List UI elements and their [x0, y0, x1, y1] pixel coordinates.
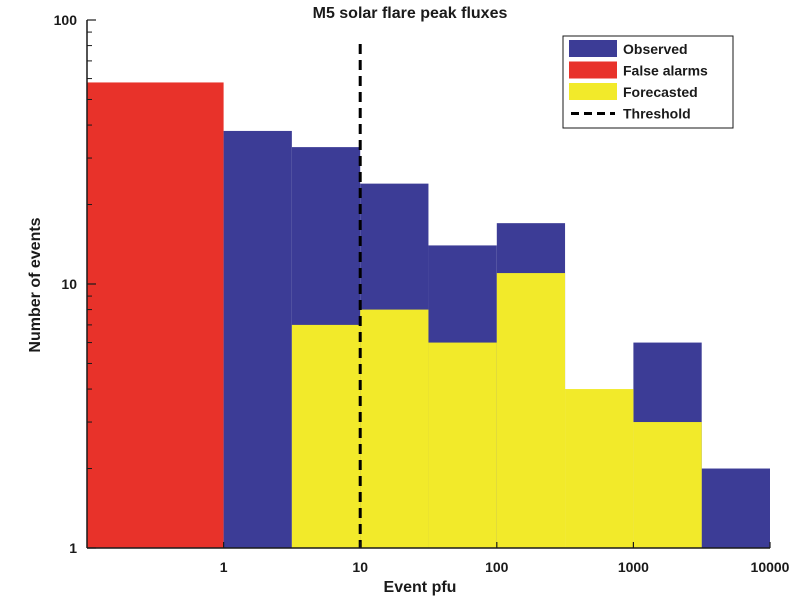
observed-bar	[223, 130, 292, 548]
legend-label-forecasted: Forecasted	[623, 84, 698, 100]
x-tick-label: 1	[220, 559, 228, 575]
x-tick-label: 10000	[751, 559, 790, 575]
observed-bar	[701, 468, 770, 548]
forecasted-bar	[496, 273, 566, 548]
legend-label-observed: Observed	[623, 41, 688, 57]
legend-swatch-forecasted	[569, 83, 617, 100]
legend-swatch-false-alarms	[569, 61, 617, 79]
legend-swatch-observed	[569, 40, 617, 57]
bars-layer	[87, 82, 770, 549]
x-tick-label: 1000	[618, 559, 649, 575]
ticks-layer: 1 10 100 1000 10000 1 10 100	[54, 12, 790, 575]
false-alarms-bar	[87, 82, 224, 548]
y-tick-label: 100	[54, 12, 78, 28]
forecasted-bar	[291, 324, 361, 548]
legend: Observed False alarms Forecasted Threshold	[562, 35, 734, 129]
forecasted-bar	[360, 309, 429, 548]
forecasted-bar	[565, 389, 634, 548]
legend-label-threshold: Threshold	[623, 106, 691, 122]
legend-label-false-alarms: False alarms	[623, 63, 708, 79]
forecasted-bar	[633, 422, 702, 548]
x-tick-label: 100	[485, 559, 509, 575]
x-tick-label: 10	[352, 559, 368, 575]
y-axis-label: Number of events	[27, 217, 44, 352]
x-axis-label: Event pfu	[384, 579, 457, 596]
chart-title: M5 solar flare peak fluxes	[313, 5, 508, 22]
y-tick-label: 1	[69, 540, 77, 556]
y-tick-label: 10	[61, 276, 77, 292]
forecasted-bar	[428, 342, 497, 548]
